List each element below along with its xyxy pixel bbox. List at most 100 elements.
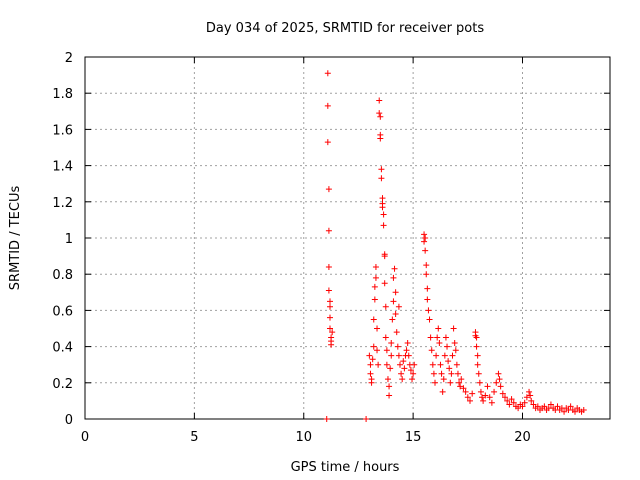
data-point [422,247,429,254]
x-tick-labels: 0 5 10 15 20 [81,430,531,445]
data-point [464,394,471,401]
data-point [493,379,500,386]
data-point [329,329,336,336]
data-point [411,361,418,368]
data-point [374,347,381,354]
data-point [422,235,429,241]
data-point [423,271,430,278]
data-point [528,397,535,404]
chart-title: Day 034 of 2025, SRMTID for receiver pot… [206,21,484,36]
data-point [495,370,502,377]
data-point [530,401,537,408]
data-point [380,211,387,218]
data-point [450,325,457,332]
data-point [421,238,428,245]
data-point [376,97,383,104]
data-point [368,379,375,386]
data-point [506,401,513,408]
data-point [467,397,473,404]
data-point [561,408,568,415]
data-point [325,227,332,234]
data-point [572,408,578,415]
data-point [381,253,388,260]
data-point [400,358,407,365]
data-point [377,135,384,142]
data-point [435,325,442,332]
data-point [387,365,394,372]
data-point [371,296,378,303]
data-point [384,376,391,383]
data-point [424,296,431,303]
data-point [526,388,533,395]
x-axis-label: GPS time / hours [291,460,400,475]
y-tick-labels: 0 0.2 0.4 0.6 0.8 1 1.2 1.4 1.6 1.8 2 [52,51,73,428]
data-point [474,361,481,368]
data-point [497,383,504,390]
data-point [382,334,389,341]
data-point [382,303,389,310]
data-point [363,416,370,422]
data-point [488,399,495,406]
y-tick-label: 1.2 [52,196,73,211]
data-point [386,383,393,390]
y-tick-label: 1 [65,232,73,247]
data-point [523,394,530,401]
data-point [441,352,448,359]
data-point [395,352,402,359]
data-point [438,370,445,377]
data-point [393,329,400,336]
data-point [547,401,554,408]
data-point [433,352,440,359]
y-tick-label: 0.4 [52,341,73,356]
data-point [388,339,395,346]
data-point [324,139,331,146]
data-point [449,352,456,359]
grid-lines [85,57,610,419]
data-point [378,166,385,173]
data-point [405,352,412,359]
data-point [403,347,410,354]
data-point [452,347,459,354]
data-point [399,376,406,383]
data-point [446,365,453,372]
x-tick-label: 5 [190,430,198,445]
data-point [541,403,548,410]
data-point [458,376,465,383]
data-point [374,325,381,332]
data-point [451,339,458,346]
data-point [327,298,333,305]
data-point [394,343,401,350]
data-point [395,303,402,310]
data-point [476,379,483,386]
y-tick-label: 2 [65,51,73,66]
data-point [377,113,384,120]
data-point [366,352,373,359]
data-point [439,388,446,395]
data-point [398,370,405,377]
data-point [457,383,464,390]
y-tick-label: 0 [65,413,73,428]
data-point [434,334,441,341]
data-point [375,361,382,368]
data-point [324,102,331,109]
data-point [327,325,333,332]
data-point [462,388,469,395]
data-point [448,370,455,377]
data-point [436,339,443,346]
data-point [425,307,432,314]
data-point [447,379,454,386]
data-point [404,339,411,346]
data-point [456,379,463,386]
data-point [383,347,390,354]
data-point [392,311,399,318]
data-point [407,367,414,374]
data-point [554,403,561,410]
data-point [372,274,379,281]
axis-ticks [84,56,610,420]
data-point [521,399,528,406]
data-point [519,403,526,410]
data-point [379,195,386,202]
data-point [325,186,332,193]
data-point [370,316,377,323]
